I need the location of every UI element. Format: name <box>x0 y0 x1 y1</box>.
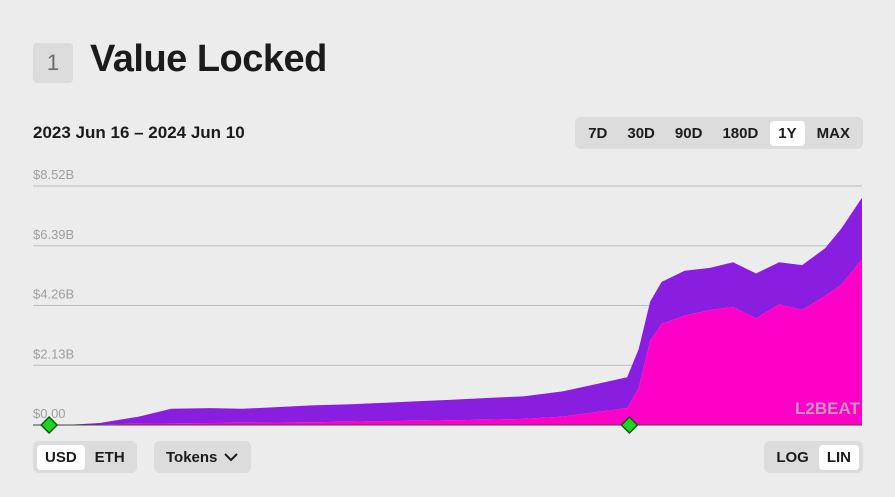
series-area-top <box>33 197 862 425</box>
tokens-dropdown[interactable]: Tokens <box>154 441 252 473</box>
range-button-max[interactable]: MAX <box>816 124 850 142</box>
y-tick-label: $8.52B <box>33 167 74 182</box>
series-area-bottom <box>33 259 862 425</box>
section-number-badge: 1 <box>33 43 73 83</box>
currency-toggle: USD ETH <box>33 441 137 473</box>
eth-button[interactable]: ETH <box>94 448 125 466</box>
milestone-marker[interactable] <box>620 415 639 435</box>
usd-button[interactable]: USD <box>37 444 85 470</box>
range-button-1y[interactable]: 1Y <box>770 120 805 146</box>
range-button-7d[interactable]: 7D <box>588 124 608 142</box>
y-tick-label: $4.26B <box>33 287 74 302</box>
page-title: Value Locked <box>90 38 327 80</box>
watermark-logo: L2BEAT <box>795 399 860 418</box>
tokens-label: Tokens <box>166 448 218 466</box>
range-button-30d[interactable]: 30D <box>627 124 655 142</box>
range-button-90d[interactable]: 90D <box>674 124 703 142</box>
range-button-180d[interactable]: 180D <box>722 124 759 142</box>
scale-toggle: LOG LIN <box>764 441 863 473</box>
milestone-marker[interactable] <box>40 415 59 435</box>
chevron-down-icon <box>224 453 239 462</box>
y-tick-label: $2.13B <box>33 346 74 361</box>
y-tick-label: $0.00 <box>33 406 66 421</box>
y-tick-label: $6.39B <box>33 227 74 242</box>
value-locked-chart[interactable]: $0.00 $2.13B $4.26B $6.39B $8.52B L2BEAT <box>0 0 895 445</box>
log-button[interactable]: LOG <box>776 448 809 466</box>
lin-button[interactable]: LIN <box>818 444 859 470</box>
time-range-selector: 7D 30D 90D 180D 1Y MAX <box>575 117 863 149</box>
date-range-label: 2023 Jun 16 – 2024 Jun 10 <box>33 123 245 142</box>
